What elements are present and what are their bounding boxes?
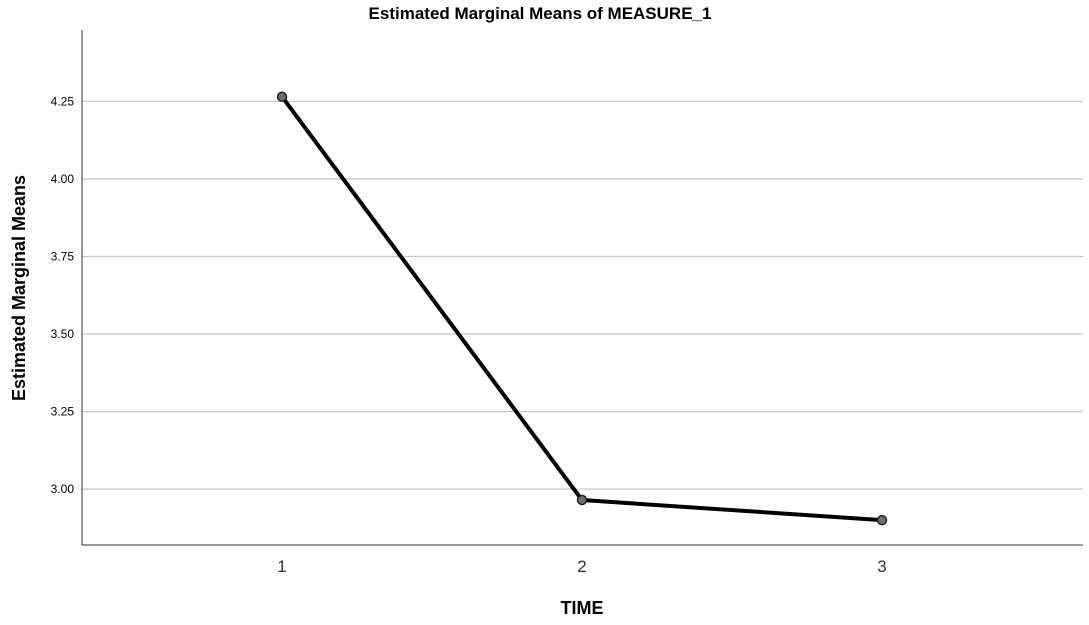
- x-axis-label: TIME: [561, 598, 604, 618]
- series: [276, 91, 888, 526]
- y-tick-label: 3.50: [51, 327, 75, 341]
- y-tick-label: 4.00: [51, 172, 75, 186]
- y-tick-label: 3.75: [51, 249, 75, 263]
- x-tick-label: 1: [277, 557, 286, 576]
- x-tick-label: 3: [877, 557, 886, 576]
- series-line: [280, 95, 883, 523]
- chart-title: Estimated Marginal Means of MEASURE_1: [369, 4, 712, 23]
- x-tick-label: 2: [577, 557, 586, 576]
- data-point: [876, 514, 888, 526]
- gridlines: [82, 100, 1083, 490]
- y-axis-label: Estimated Marginal Means: [9, 175, 29, 401]
- data-point: [276, 91, 288, 102]
- y-tick-label: 4.25: [51, 94, 75, 108]
- x-tick-labels: 1 2 3: [277, 557, 886, 576]
- y-tick-label: 3.25: [51, 405, 75, 419]
- y-tick-labels: 3.00 3.25 3.50 3.75 4.00 4.25: [51, 94, 75, 496]
- y-tick-label: 3.00: [51, 482, 75, 496]
- data-point: [576, 494, 588, 506]
